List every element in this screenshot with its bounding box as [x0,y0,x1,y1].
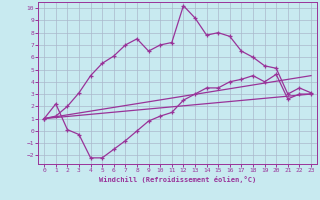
X-axis label: Windchill (Refroidissement éolien,°C): Windchill (Refroidissement éolien,°C) [99,176,256,183]
